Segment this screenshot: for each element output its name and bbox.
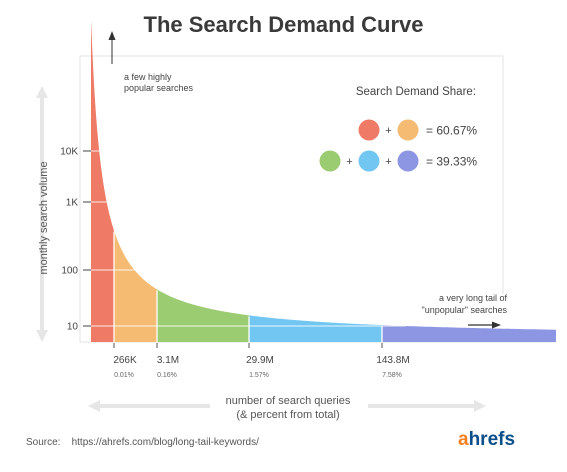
tail-arrow [468,321,501,329]
legend-swatch-2-2 [358,150,380,172]
curve-segment-1 [91,20,114,342]
y-axis-label: monthly search volume [38,161,50,274]
x-marker-percent-1: 0.01% [114,372,134,379]
curve-segment-2 [114,230,157,342]
x-marker-percent-3: 1.57% [249,372,269,379]
x-marker-label-2: 3.1M [157,355,179,366]
curve-segment-5 [382,325,556,342]
tail-annotation-line1: a very long tail of [439,293,508,303]
x-marker-percent-2: 0.16% [157,372,177,379]
chart-title: The Search Demand Curve [143,12,424,37]
x-markers: 266K 0.01% 3.1M 0.16% 29.9M 1.57% 143.8M 7.58% [113,343,410,379]
y-tick-label-100: 100 [61,266,78,277]
head-annotation-line1: a few highly [124,72,172,82]
curve-segment-3 [157,289,249,342]
curve-segment-4 [249,315,382,342]
head-annotation [108,31,116,64]
legend-swatch-1-1 [358,119,380,141]
source-url[interactable]: https://ahrefs.com/blog/long-tail-keywor… [71,437,259,448]
legend-plus-1-1: + [385,125,391,137]
x-marker-label-1: 266K [113,355,137,366]
y-axis-arrow [36,86,48,342]
legend-swatch-2-1 [319,150,341,172]
logo-a: a [458,429,469,450]
legend: + = 60.67% + + = 39.33% [319,119,477,172]
tail-annotation-line2: "unpopular" searches [422,305,508,315]
legend-value-1: = 60.67% [426,124,477,138]
x-axis-label-line2: (& percent from total) [236,409,339,421]
head-annotation-line2: popular searches [124,83,194,93]
source-label: Source: [26,437,61,448]
legend-plus-2-1: + [346,156,352,168]
legend-swatch-2-3 [397,150,419,172]
legend-value-2: = 39.33% [426,155,477,169]
x-marker-label-4: 143.8M [376,355,409,366]
x-marker-percent-4: 7.58% [382,372,402,379]
y-tick-label-1K: 1K [66,198,79,209]
ahrefs-logo: ahrefs [458,429,515,451]
legend-plus-2-2: + [385,156,391,168]
curve-segments [91,20,556,342]
source-note: Source: https://ahrefs.com/blog/long-tai… [26,437,259,448]
logo-rest: hrefs [468,429,516,450]
y-ticks: 10 100 1K 10K [60,147,406,333]
x-axis-label-line1: number of search queries [226,395,351,407]
x-marker-label-3: 29.9M [246,355,274,366]
legend-title: Search Demand Share: [356,86,476,98]
y-tick-label-10K: 10K [60,147,78,158]
y-tick-label-10: 10 [67,322,79,333]
legend-swatch-1-2 [397,119,419,141]
